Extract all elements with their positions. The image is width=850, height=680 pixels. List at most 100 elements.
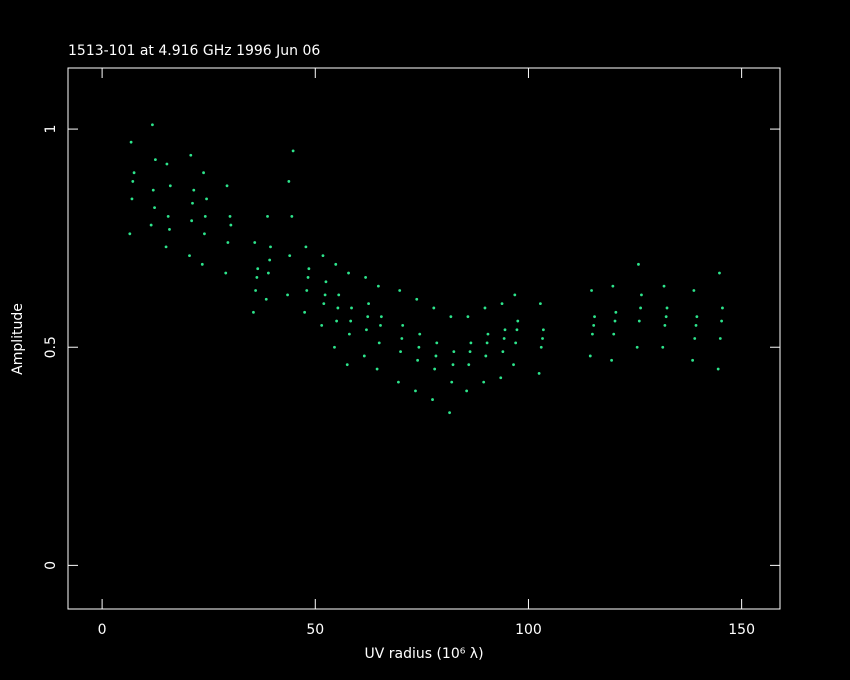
point [591, 332, 594, 336]
point [322, 302, 326, 305]
point [592, 324, 596, 327]
point [718, 337, 722, 340]
point [541, 328, 545, 332]
x-tick-label: 150 [728, 622, 755, 638]
point [513, 293, 517, 297]
point [693, 337, 697, 340]
point [431, 398, 434, 401]
point [324, 280, 328, 284]
point [168, 184, 172, 188]
point [466, 315, 470, 319]
point [485, 341, 489, 345]
point [323, 293, 327, 297]
point [720, 319, 723, 323]
point [333, 345, 336, 349]
point [366, 315, 370, 319]
point [399, 350, 402, 353]
point [166, 214, 170, 218]
y-tick-label: 1 [43, 125, 59, 134]
point [398, 289, 402, 292]
point [307, 267, 311, 271]
point [588, 354, 592, 358]
point [637, 262, 640, 266]
point [613, 319, 617, 323]
point [537, 372, 541, 375]
point [345, 363, 349, 367]
point [228, 214, 232, 218]
point [266, 271, 270, 275]
point [151, 188, 155, 192]
point [129, 140, 133, 144]
point [202, 171, 205, 175]
point [320, 324, 324, 327]
point [288, 254, 292, 258]
point [486, 332, 490, 336]
point [515, 328, 519, 332]
point [414, 389, 417, 393]
point [149, 223, 153, 227]
point [335, 319, 338, 323]
x-tick-label: 100 [515, 622, 542, 638]
point [541, 337, 544, 340]
point [336, 306, 340, 310]
point [637, 319, 641, 323]
point [364, 276, 367, 279]
point [716, 367, 720, 371]
point [692, 289, 696, 292]
point [153, 206, 156, 210]
point [130, 197, 134, 201]
point [337, 293, 341, 297]
point [269, 245, 272, 249]
point [132, 171, 136, 175]
point [691, 358, 694, 362]
point [450, 380, 454, 384]
point [590, 289, 593, 292]
point [224, 271, 228, 275]
x-tick-label: 50 [306, 622, 324, 638]
point [321, 254, 325, 258]
point [165, 162, 169, 166]
point [229, 223, 233, 227]
x-axis-label: UV radius (10⁶ λ) [364, 646, 483, 662]
point [416, 358, 420, 362]
point [367, 302, 370, 305]
point [516, 319, 520, 323]
point [128, 232, 132, 236]
point [503, 328, 507, 332]
x-tick-label: 0 [98, 622, 107, 638]
point [484, 354, 488, 358]
point [452, 350, 456, 353]
point [483, 306, 487, 310]
point [287, 180, 291, 183]
point [131, 180, 135, 183]
point [189, 153, 193, 157]
point [610, 358, 613, 362]
point [400, 337, 404, 340]
point [512, 363, 515, 367]
point [640, 293, 643, 297]
point [188, 254, 191, 258]
point [451, 363, 455, 367]
point [164, 245, 168, 249]
point [203, 214, 207, 218]
point [721, 306, 724, 310]
point [611, 284, 615, 288]
point [614, 310, 618, 314]
point [448, 411, 451, 415]
point [255, 276, 259, 279]
point [225, 184, 229, 188]
point [501, 350, 505, 353]
point [468, 350, 472, 353]
point [401, 324, 405, 327]
point [365, 328, 368, 332]
point [226, 241, 230, 244]
point [375, 367, 379, 371]
point [664, 315, 668, 319]
point [639, 306, 642, 310]
point [377, 341, 381, 345]
point [192, 188, 196, 192]
point [397, 380, 400, 384]
point [500, 302, 504, 305]
